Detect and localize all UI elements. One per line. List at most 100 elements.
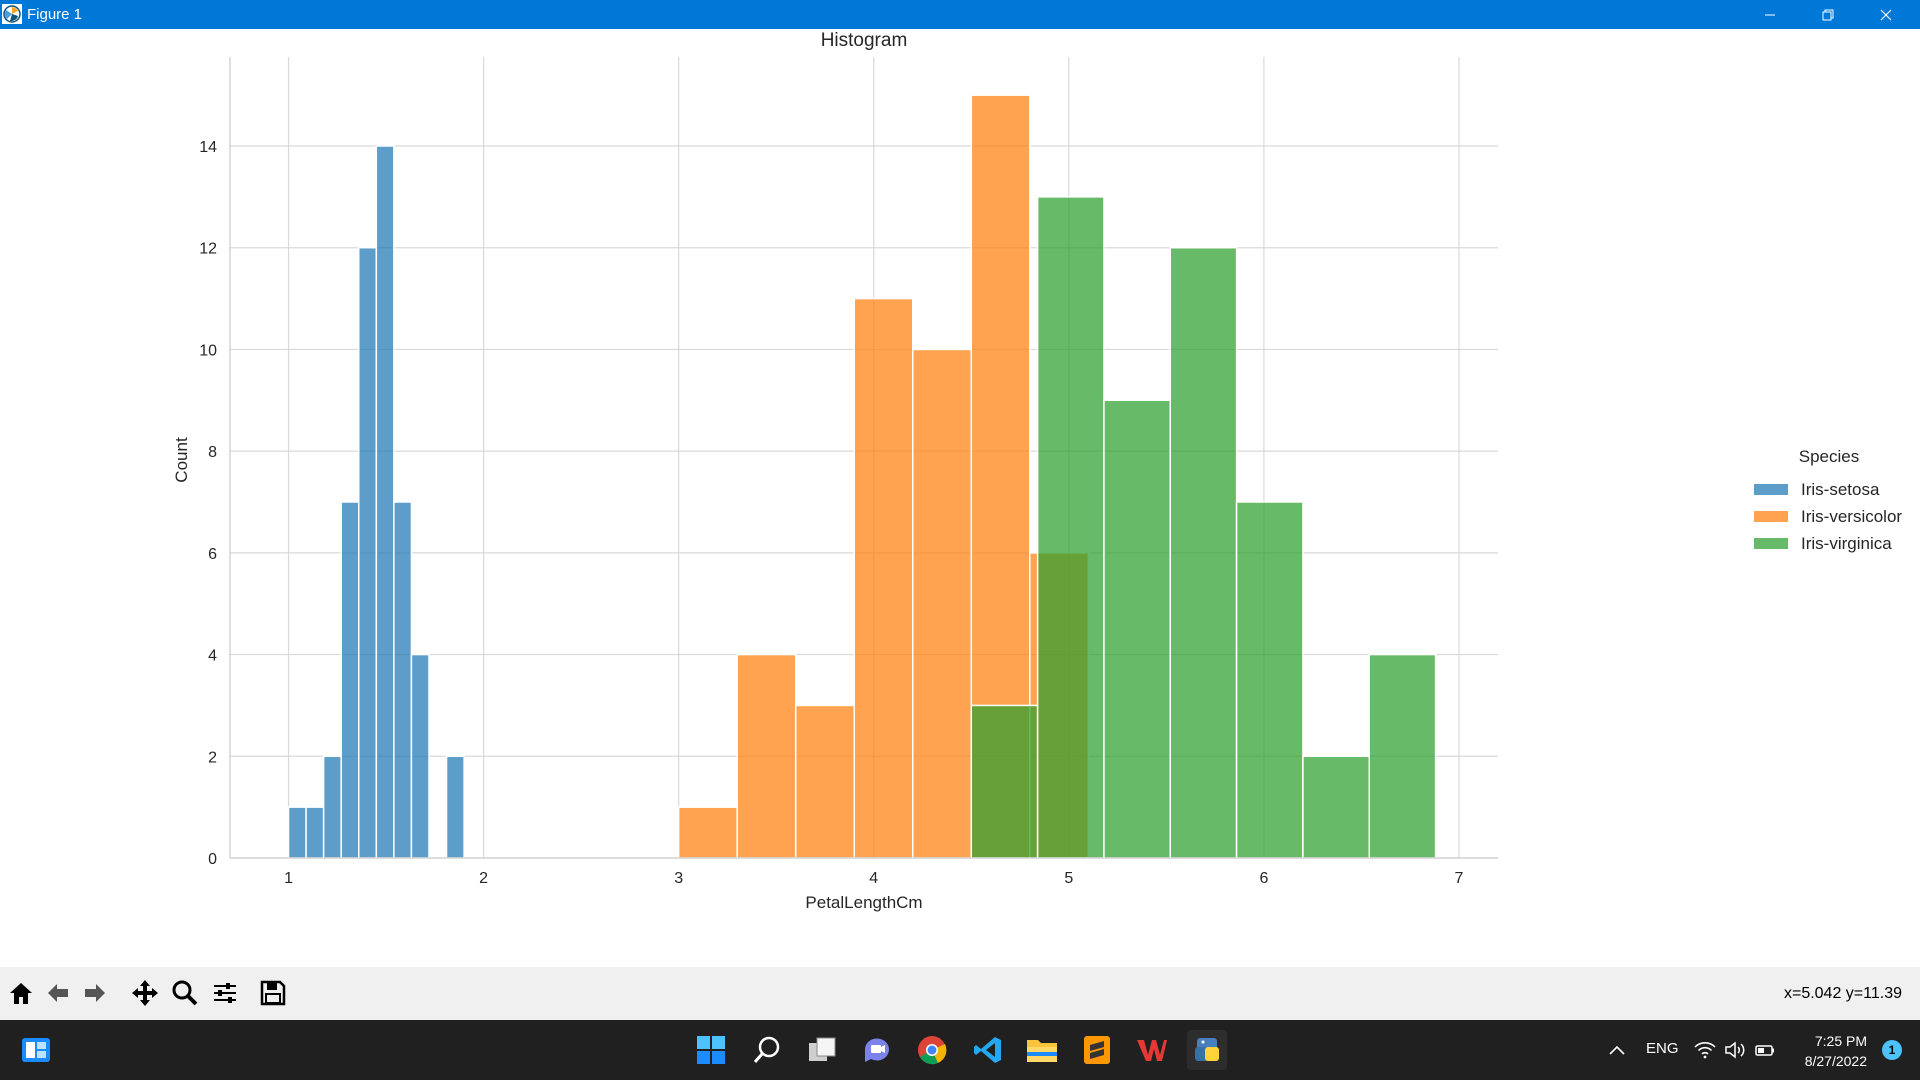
bar-iris-setosa	[305, 806, 325, 859]
sliders-icon	[214, 983, 236, 1003]
sublime-text-button[interactable]	[1077, 1030, 1117, 1070]
legend-swatch-iris-setosa	[1754, 484, 1788, 495]
bar-iris-setosa	[358, 246, 378, 859]
x-axis-label: PetalLengthCm	[805, 893, 922, 912]
home-icon	[10, 983, 32, 1004]
volume-button[interactable]	[1715, 1030, 1755, 1070]
chevron-up-icon	[1609, 1045, 1625, 1055]
bar-iris-setosa	[322, 755, 342, 859]
tray-overflow-button[interactable]	[1597, 1030, 1637, 1070]
y-tick-label: 14	[199, 139, 217, 156]
matplotlib-icon	[2, 4, 22, 24]
minimize-button[interactable]	[1741, 0, 1799, 29]
x-tick-label: 5	[1064, 870, 1073, 887]
bar-iris-setosa	[410, 653, 430, 859]
bar-iris-virginica	[1103, 399, 1172, 859]
y-tick-label: 4	[208, 648, 217, 665]
clock-time: 7:25 PM	[1814, 1033, 1867, 1049]
y-tick-label: 12	[199, 241, 217, 258]
bar-iris-virginica	[1302, 755, 1370, 859]
bar-iris-virginica	[970, 704, 1039, 859]
forward-button[interactable]	[78, 975, 112, 1011]
configure-subplots-button[interactable]	[208, 975, 242, 1011]
navigation-toolbar: x=5.042 y=11.39	[0, 967, 1920, 1020]
teams-chat-icon	[865, 1038, 889, 1062]
y-tick-label: 10	[199, 342, 217, 359]
x-tick-label: 2	[479, 870, 488, 887]
back-button[interactable]	[41, 975, 75, 1011]
bar-iris-virginica	[1368, 653, 1437, 859]
teams-chat-button[interactable]	[857, 1030, 897, 1070]
cursor-coordinates: x=5.042 y=11.39	[1783, 985, 1902, 1002]
bar-iris-virginica	[1169, 246, 1238, 859]
chrome-icon	[918, 1036, 947, 1065]
histogram-bars	[287, 94, 1437, 859]
bar-iris-virginica	[1036, 196, 1105, 859]
close-icon	[1880, 9, 1892, 20]
legend-title: Species	[1799, 447, 1859, 466]
zoom-button[interactable]	[168, 975, 202, 1011]
widgets-icon	[22, 1038, 50, 1062]
windows-start-icon	[697, 1036, 725, 1064]
task-view-button[interactable]	[802, 1030, 842, 1070]
taskbar: ENG 7:25 PM 8/27/2022 1	[0, 1020, 1920, 1080]
save-button[interactable]	[256, 975, 290, 1011]
bar-iris-versicolor	[853, 297, 914, 859]
battery-button[interactable]	[1745, 1030, 1785, 1070]
notification-badge[interactable]: 1	[1882, 1040, 1902, 1060]
bar-iris-versicolor	[677, 806, 738, 859]
task-view-icon	[809, 1037, 836, 1061]
start-button[interactable]	[691, 1030, 731, 1070]
restore-icon	[1822, 9, 1834, 20]
bar-iris-versicolor	[736, 653, 797, 859]
wifi-button[interactable]	[1685, 1030, 1725, 1070]
window-title-bar: Figure 1	[0, 0, 1920, 29]
bar-iris-setosa	[287, 806, 307, 859]
x-tick-label: 1	[284, 870, 293, 887]
pan-button[interactable]	[128, 975, 162, 1011]
y-tick-label: 6	[208, 546, 217, 563]
legend-swatch-iris-virginica	[1754, 538, 1788, 549]
legend-swatch-iris-versicolor	[1754, 511, 1788, 522]
restore-button[interactable]	[1799, 0, 1857, 29]
move-icon	[132, 980, 158, 1006]
speaker-icon	[1725, 1041, 1745, 1059]
bar-iris-setosa	[445, 755, 465, 859]
x-tick-label: 3	[674, 870, 683, 887]
y-tick-label: 8	[208, 444, 217, 461]
bar-iris-versicolor	[794, 704, 855, 859]
home-button[interactable]	[4, 975, 38, 1011]
wps-office-button[interactable]	[1132, 1030, 1172, 1070]
language-indicator[interactable]: ENG	[1646, 1040, 1679, 1057]
x-tick-label: 7	[1455, 870, 1464, 887]
arrow-left-icon	[48, 984, 68, 1002]
window-title: Figure 1	[27, 6, 83, 23]
python-button[interactable]	[1187, 1030, 1227, 1070]
battery-icon	[1755, 1045, 1774, 1056]
close-button[interactable]	[1857, 0, 1915, 29]
sublime-text-icon	[1084, 1036, 1110, 1064]
search-button[interactable]	[747, 1030, 787, 1070]
file-explorer-button[interactable]	[1022, 1030, 1062, 1070]
chart-title: Histogram	[821, 30, 908, 51]
x-tick-label: 6	[1259, 870, 1268, 887]
legend-label-iris-versicolor: Iris-versicolor	[1801, 507, 1902, 526]
widgets-button[interactable]	[16, 1030, 56, 1070]
y-tick-label: 0	[208, 851, 217, 868]
arrow-right-icon	[85, 984, 105, 1002]
y-axis-label: Count	[172, 437, 191, 483]
python-icon	[1195, 1038, 1219, 1061]
bar-iris-setosa	[340, 501, 360, 859]
figure-canvas[interactable]: 1 2 3 4 5 6 7 0 2 4 6 8 10 12 14 Histogram PetalLength…	[0, 29, 1920, 967]
legend: Species Iris-setosa Iris-versicolor Iris-v…	[1754, 447, 1902, 553]
wifi-icon	[1694, 1042, 1716, 1059]
vscode-button[interactable]	[968, 1030, 1008, 1070]
y-tick-label: 2	[208, 749, 217, 766]
bar-iris-setosa	[375, 145, 395, 859]
search-icon	[753, 1036, 780, 1063]
system-clock[interactable]: 7:25 PM 8/27/2022	[1805, 1031, 1867, 1071]
x-tick-label: 4	[869, 870, 878, 887]
chrome-button[interactable]	[912, 1030, 952, 1070]
